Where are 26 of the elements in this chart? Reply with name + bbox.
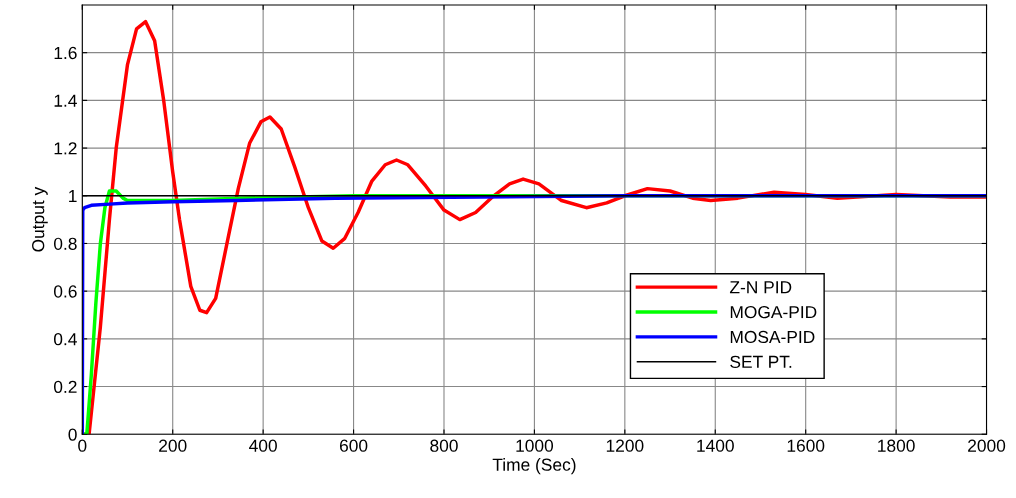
- y-tick-label: 1.6: [54, 46, 77, 60]
- y-axis-title: Output y: [32, 186, 48, 252]
- y-tick-label: 0: [68, 428, 77, 441]
- y-tick-label: 0.8: [53, 237, 77, 250]
- x-tick-label: 400: [249, 439, 277, 452]
- y-tick-label: 1.2: [54, 142, 77, 155]
- x-tick-label: 1000: [516, 439, 554, 452]
- x-tick-label: 1600: [787, 439, 825, 452]
- x-tick-label: 1800: [878, 439, 915, 452]
- legend-label: MOGA-PID: [730, 305, 817, 319]
- y-tick-label: 1: [69, 190, 77, 203]
- legend-label: SET PT.: [730, 355, 792, 368]
- y-tick-label: 1.4: [54, 94, 77, 107]
- y-tick-label: 0.6: [53, 285, 77, 298]
- legend-label: MOSA-PID: [730, 330, 815, 344]
- x-tick-label: 200: [159, 439, 187, 452]
- x-tick-label: 1400: [697, 439, 734, 452]
- y-tick-label: 0.4: [53, 333, 77, 346]
- y-tick-label: 0.2: [53, 380, 77, 394]
- x-tick-label: 600: [339, 439, 368, 452]
- x-tick-label: 2000: [968, 439, 1006, 452]
- legend-label: Z-N PID: [729, 281, 792, 294]
- x-tick-label: 1200: [606, 439, 644, 452]
- x-tick-label: 0: [78, 439, 87, 452]
- x-axis-title: Time (Sec): [492, 458, 576, 475]
- x-tick-label: 800: [430, 439, 458, 452]
